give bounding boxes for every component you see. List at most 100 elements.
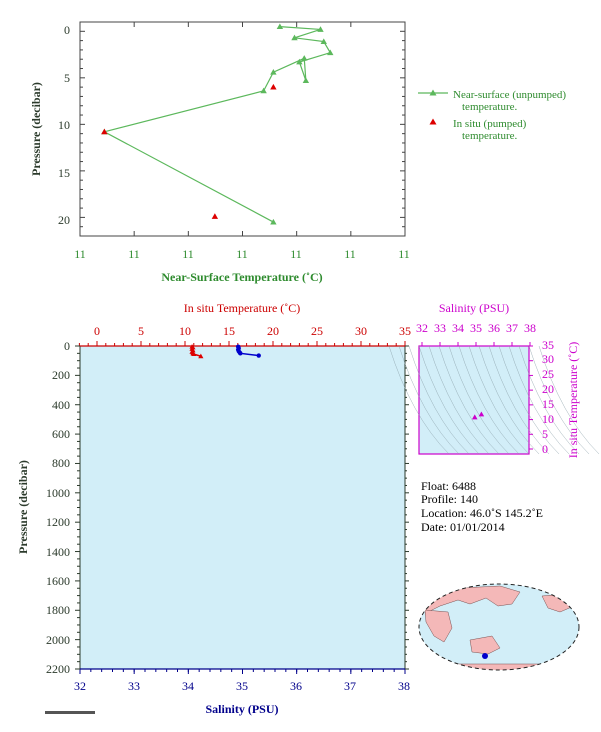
float-info: Float: 6488 Profile: 140 Location: 46.0˚… xyxy=(421,479,543,534)
float-id: Float: 6488 xyxy=(421,479,476,493)
legend-pumped-marker xyxy=(429,118,437,125)
profile-chart: In situ Temperature (˚C) 0 5 10 15 20 25… xyxy=(16,301,411,716)
salinity-axis-label: Salinity (PSU) xyxy=(205,702,278,716)
pressure-tick-label: 2200 xyxy=(46,662,70,676)
ts-chart-plot-area xyxy=(471,411,485,420)
near-surface-temperature-point xyxy=(302,77,310,84)
ts-density-contour xyxy=(448,345,510,455)
float-location: Location: 46.0˚S 145.2˚E xyxy=(421,506,543,520)
near-surface-temperature-line xyxy=(102,26,332,223)
pressure-tick-label: 800 xyxy=(52,456,70,470)
top-x-tick-label: 11 xyxy=(74,247,86,261)
salinity-tick-label: 37 xyxy=(344,679,356,693)
ts-temperature-tick-label: 5 xyxy=(542,427,548,441)
ts-density-contours xyxy=(388,345,600,455)
ts-density-contour xyxy=(438,345,500,455)
ts-temperature-tick-label: 0 xyxy=(542,442,548,456)
ts-salinity-tick-label: 34 xyxy=(452,321,464,335)
ts-density-contour xyxy=(408,345,470,455)
top-chart-plot-area xyxy=(101,23,334,225)
ts-salinity-tick-label: 32 xyxy=(416,321,428,335)
near-surface-temperature-point xyxy=(327,49,334,56)
salinity-tick-label: 34 xyxy=(182,679,194,693)
footer-stamp xyxy=(45,711,95,714)
map-land xyxy=(419,585,575,670)
float-location-marker xyxy=(482,653,488,659)
ts-temperature-tick-label: 35 xyxy=(542,338,554,352)
ts-salinity-tick-label: 36 xyxy=(488,321,500,335)
temperature-axis-label: In situ Temperature (˚C) xyxy=(184,301,301,315)
top-x-tick-label: 11 xyxy=(236,247,248,261)
top-x-tick-label: 11 xyxy=(182,247,194,261)
ts-point xyxy=(478,411,485,417)
ts-temperature-tick-label: 10 xyxy=(542,412,554,426)
map-ocean xyxy=(419,584,579,670)
ts-chart-frame xyxy=(418,345,530,455)
ts-density-contour xyxy=(518,345,580,455)
top-x-tick-label: 11 xyxy=(128,247,140,261)
pressure-tick-label: 1400 xyxy=(46,545,70,559)
ts-salinity-tick-label: 37 xyxy=(506,321,518,335)
map-landmass-australia xyxy=(469,635,501,655)
ts-density-contour xyxy=(528,345,590,455)
pressure-tick-label: 600 xyxy=(52,427,70,441)
ts-temperature-tick-labels: 0 5 10 15 20 25 30 35 xyxy=(542,338,554,456)
pressure-tick-label: 1200 xyxy=(46,515,70,529)
near-surface-temperature-point xyxy=(317,26,324,32)
salinity-tick-label: 38 xyxy=(398,679,410,693)
ts-salinity-axis-label: Salinity (PSU) xyxy=(439,301,509,315)
ts-chart-ticks xyxy=(421,342,533,450)
temperature-tick-label: 30 xyxy=(355,324,367,338)
ts-temperature-tick-label: 25 xyxy=(542,367,554,381)
salinity-tick-labels: 32 33 34 35 36 37 38 xyxy=(74,679,410,693)
top-x-tick-label: 11 xyxy=(290,247,302,261)
pressure-tick-label: 2000 xyxy=(46,633,70,647)
temperature-tick-label: 20 xyxy=(267,324,279,338)
map-landmass-africa xyxy=(424,609,453,643)
top-y-tick-label: 20 xyxy=(58,213,70,227)
near-surface-temperature-point xyxy=(291,34,298,41)
pressure-tick-labels: 0 200 400 600 800 1000 1200 1400 1600 18… xyxy=(46,339,70,676)
near-surface-temperature-point xyxy=(276,23,284,30)
ts-salinity-tick-label: 35 xyxy=(470,321,482,335)
legend-pumped-label: In situ (pumped) xyxy=(453,118,527,130)
legend-unpumped-label-2: temperature. xyxy=(462,101,518,113)
salinity-tick-label: 33 xyxy=(128,679,140,693)
ts-density-contour xyxy=(388,345,450,455)
near-surface-temperature-point xyxy=(320,38,327,44)
ts-salinity-tick-labels: 32 33 34 35 36 37 38 xyxy=(416,321,536,335)
pressure-tick-label: 1000 xyxy=(46,486,70,500)
salinity-tick-label: 32 xyxy=(74,679,86,693)
ts-temperature-tick-label: 30 xyxy=(542,352,554,366)
top-y-tick-label: 15 xyxy=(58,166,70,180)
ts-density-contour xyxy=(488,345,550,455)
in-situ-temperature-profile-point xyxy=(198,353,204,359)
top-chart-legend: Near-surface (unpumped) temperature. In … xyxy=(418,89,566,142)
salinity-tick-label: 36 xyxy=(290,679,302,693)
ts-salinity-tick-label: 38 xyxy=(524,321,536,335)
pressure-tick-label: 1800 xyxy=(46,603,70,617)
profile-chart-plot-area xyxy=(189,344,261,359)
temperature-tick-label: 10 xyxy=(179,324,191,338)
ts-point xyxy=(471,414,478,420)
pressure-tick-label: 1600 xyxy=(46,574,70,588)
legend-pumped-label-2: temperature. xyxy=(462,130,518,142)
profile-number: Profile: 140 xyxy=(421,492,478,506)
ts-density-contour xyxy=(478,345,540,455)
ts-density-contour xyxy=(418,345,480,455)
top-chart: 11 11 11 11 11 11 11 0 5 10 15 20 Near-S… xyxy=(29,21,566,284)
temperature-tick-label: 15 xyxy=(223,324,235,338)
near-surface-temperature-point xyxy=(296,58,303,65)
temperature-tick-label: 5 xyxy=(138,324,144,338)
ts-density-contour xyxy=(428,345,490,455)
in-situ-temperature-profile-point xyxy=(191,351,197,357)
ts-density-contour xyxy=(468,345,530,455)
in-situ-temperature-point xyxy=(101,128,108,135)
pressure-tick-label: 200 xyxy=(52,368,70,382)
pressure-tick-label: 0 xyxy=(64,339,70,353)
near-surface-temperature-point xyxy=(260,87,267,94)
ts-salinity-tick-label: 33 xyxy=(434,321,446,335)
profile-chart-ticks xyxy=(75,341,409,674)
map-landmass-antarctica xyxy=(439,663,561,670)
